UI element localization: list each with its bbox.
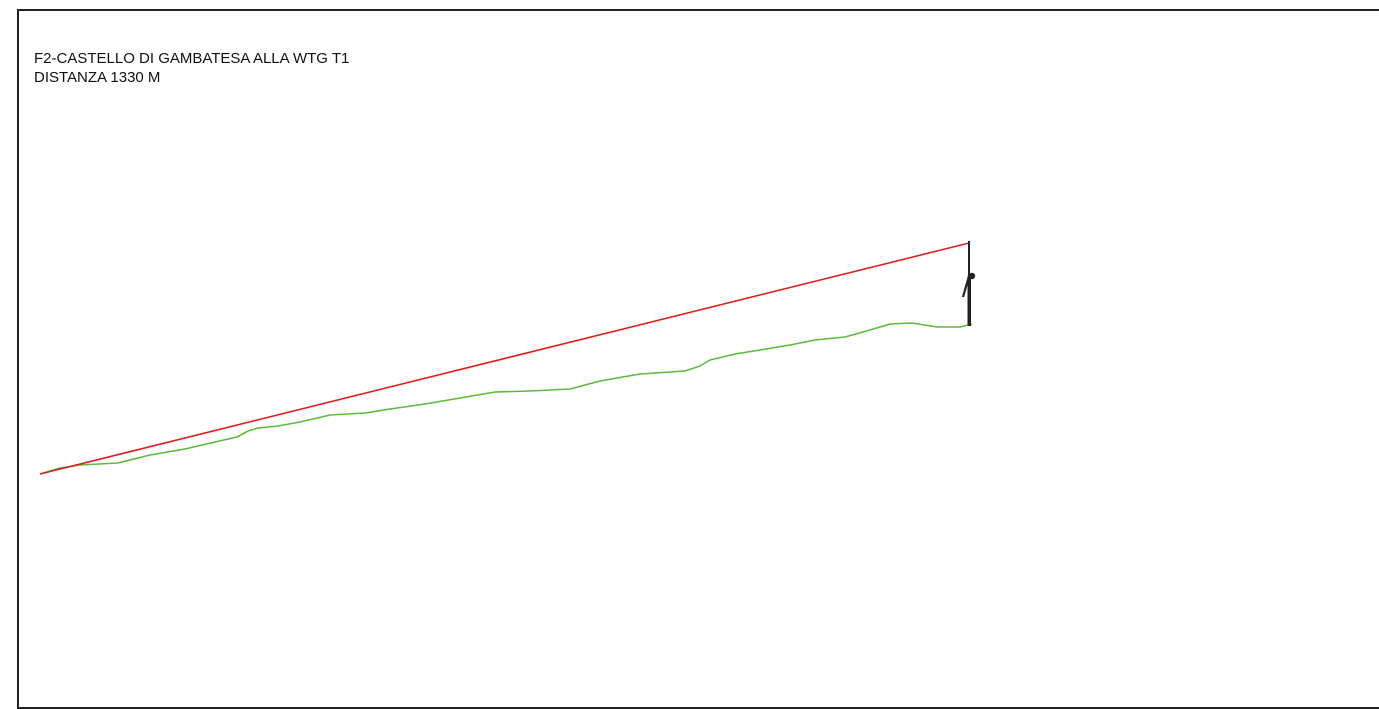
turbine-blade-down <box>961 275 971 298</box>
sight-line <box>39 242 970 475</box>
terrain-profile-line <box>39 322 973 475</box>
profile-title: F2-CASTELLO DI GAMBATESA ALLA WTG T1 <box>34 50 350 67</box>
turbine-tower <box>967 276 971 326</box>
wind-turbine-icon <box>961 241 976 326</box>
turbine-hub <box>968 272 976 280</box>
distance-label: DISTANZA 1330 M <box>34 69 161 86</box>
title-block: F2-CASTELLO DI GAMBATESA ALLA WTG T1 DIS… <box>34 49 349 87</box>
